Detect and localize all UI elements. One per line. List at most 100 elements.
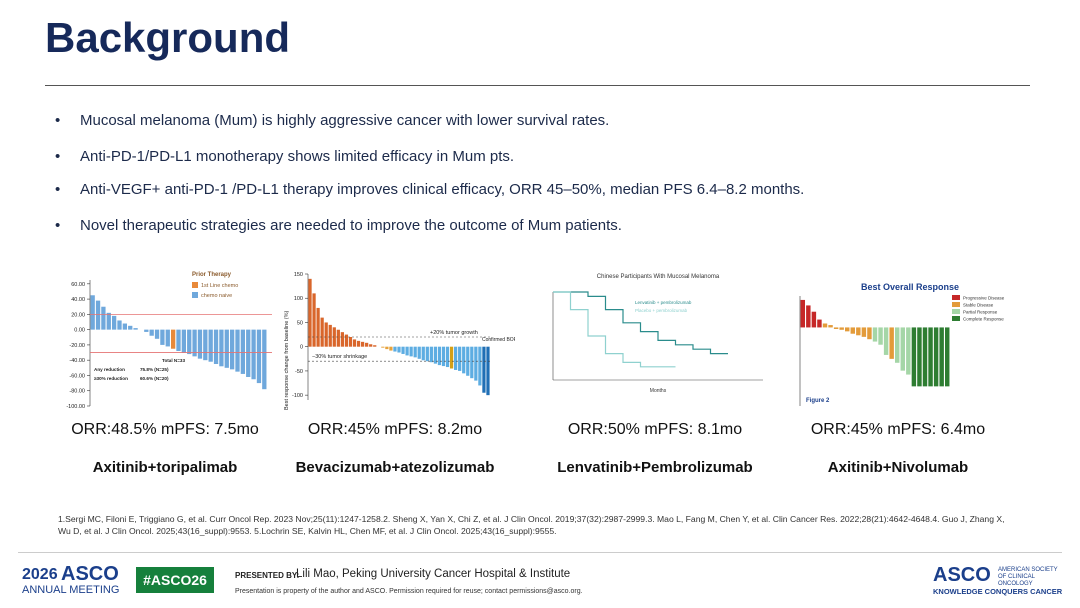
bar <box>867 327 872 340</box>
y-tick-label: -100 <box>292 393 303 399</box>
y-tick-label: 150 <box>294 272 303 278</box>
figure-label: Figure 2 <box>806 398 830 404</box>
regimen: Bevacizumab+atezolizumab <box>295 459 495 476</box>
bar <box>413 346 417 358</box>
bar <box>900 327 905 371</box>
legend-swatch <box>952 295 960 300</box>
y-tick-label: 100 <box>294 296 303 302</box>
bar <box>373 345 377 347</box>
bar <box>872 327 878 342</box>
bar <box>224 329 229 368</box>
bar <box>111 315 117 330</box>
bar <box>429 346 433 363</box>
note: Total N=33 <box>162 358 185 363</box>
y-tick-label: 60.00 <box>71 282 85 288</box>
bar <box>203 329 208 361</box>
x-axis-label: Months <box>650 388 667 394</box>
bar <box>348 337 353 347</box>
bar <box>421 346 425 361</box>
bar <box>144 329 149 332</box>
bar <box>122 323 128 330</box>
legend-title: Prior Therapy <box>192 272 232 278</box>
legend-label: Placebo + pembrolizumab <box>635 308 688 313</box>
bar <box>229 329 235 370</box>
bar <box>478 346 482 386</box>
bar <box>262 329 267 390</box>
bar <box>462 346 466 374</box>
figure: Chinese Participants With Mucosal Melano… <box>552 274 763 394</box>
note: 75.8% (N=25) <box>140 367 169 372</box>
y-tick-label: -80.00 <box>69 389 85 395</box>
bar <box>385 346 389 350</box>
bar <box>445 346 450 368</box>
bar <box>165 329 170 347</box>
bar <box>850 327 855 334</box>
bar <box>922 327 928 387</box>
bar <box>332 327 336 347</box>
meeting-year: 2026 <box>22 566 58 583</box>
bar <box>425 346 429 362</box>
regimen: Lenvatinib+Pembrolizumab <box>557 459 753 476</box>
legend-swatch <box>192 292 198 298</box>
y-tick-label: -100.00 <box>66 404 85 410</box>
bar <box>389 346 393 351</box>
bullet: Anti-VEGF+ anti-PD-1 /PD-L1 therapy impr… <box>80 181 805 198</box>
bar <box>246 329 251 377</box>
bar <box>933 327 939 387</box>
caption: ORR:50% mPFS: 8.1mo <box>567 421 743 438</box>
bar <box>417 346 421 359</box>
bar <box>458 346 462 371</box>
bar <box>917 327 922 387</box>
bar <box>360 341 365 347</box>
legend-label: Progressive Disease <box>963 296 1005 301</box>
bar <box>839 327 844 330</box>
bar <box>889 327 894 359</box>
bar <box>433 346 438 364</box>
y-tick-label: -50 <box>295 369 303 375</box>
bar <box>393 346 397 352</box>
bullet-dot: • <box>55 217 61 234</box>
logo: ASCO <box>933 564 991 586</box>
bar <box>806 305 811 328</box>
rule <box>45 85 1030 86</box>
legend-swatch <box>192 282 198 288</box>
bar <box>861 327 867 337</box>
y-tick-label: -60.00 <box>69 373 85 379</box>
bar <box>117 320 122 330</box>
note: Any reduction <box>94 367 125 372</box>
bar <box>928 327 933 387</box>
bar <box>856 327 861 336</box>
bar <box>397 346 401 353</box>
bar <box>895 327 900 363</box>
bar <box>466 346 470 376</box>
bar <box>344 334 349 347</box>
bar <box>95 300 101 330</box>
bar <box>437 346 442 366</box>
y-tick-label: -20.00 <box>69 343 85 349</box>
caption: ORR:45% mPFS: 6.4mo <box>810 421 986 438</box>
bar <box>906 327 911 375</box>
legend-label: Stable Disease <box>963 303 994 308</box>
bar <box>170 329 176 349</box>
bar <box>149 329 154 336</box>
figure: Best Overall Response Progressive Disease… <box>799 282 1005 406</box>
bar <box>441 346 446 367</box>
bar <box>845 327 850 332</box>
bar <box>878 327 883 345</box>
bar <box>240 329 246 374</box>
y-tick-label: 40.00 <box>71 297 85 303</box>
bar <box>474 346 478 381</box>
notice: Presentation is property of the author a… <box>235 588 583 595</box>
figure-title: Best Overall Response <box>861 282 959 292</box>
meeting-sub: ANNUAL MEETING <box>22 584 120 596</box>
bar <box>106 312 111 330</box>
bar <box>822 323 828 328</box>
y-axis-label: Best response change from baseline (%) <box>284 310 290 410</box>
bar <box>945 327 950 387</box>
bar <box>187 329 192 355</box>
y-tick-label: -40.00 <box>69 358 85 364</box>
presenter: Lili Mao, Peking University Cancer Hospi… <box>296 568 571 580</box>
bar <box>316 307 320 347</box>
